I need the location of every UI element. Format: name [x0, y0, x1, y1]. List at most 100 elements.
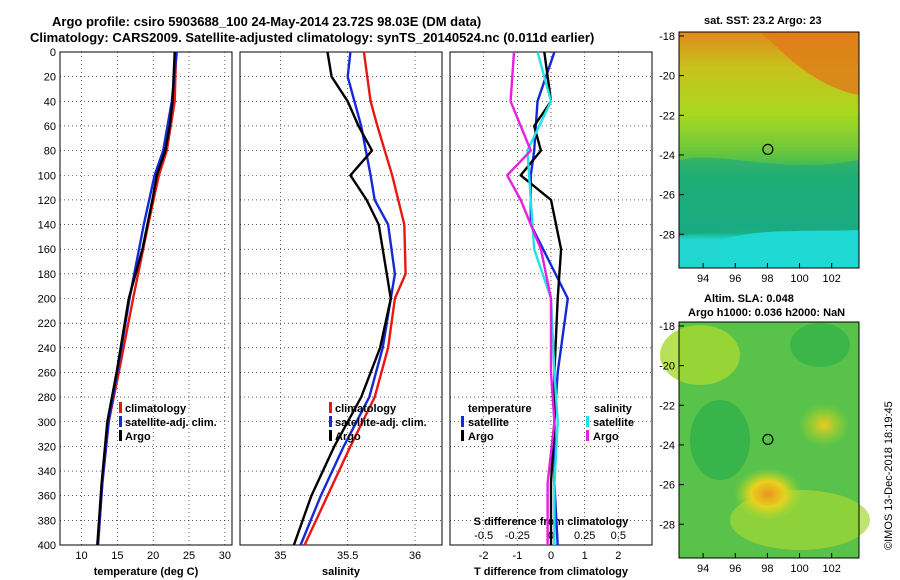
series-line-climatology [303, 51, 407, 546]
sla-anomaly-orange-sw [734, 468, 802, 520]
map-y-tick-label: -22 [659, 110, 675, 122]
map-frame [678, 31, 860, 269]
x-tick-label: -2 [479, 550, 489, 562]
difference-panel: -2 -1 0 1 2-0.5 -0.25 0 0.25 0.5S difference fro… [449, 51, 653, 578]
map-y-tick-label: -22 [659, 400, 675, 412]
map-y-tick-label: -18 [659, 31, 675, 43]
y-tick-label: 400 [38, 540, 56, 552]
map-y-tick-label: -28 [659, 519, 675, 531]
map-x-tick-label: 94 [697, 273, 709, 285]
y-tick-label: 0 [50, 47, 56, 59]
y-tick-label: 380 [38, 515, 56, 527]
x-tick-label: 36 [409, 550, 421, 562]
x-tick-label: 2 [615, 550, 621, 562]
legend-swatch-temp-argo [461, 430, 464, 441]
y-tick-label: 200 [38, 294, 56, 306]
legend-label-sal-satellite: satellite [593, 417, 634, 429]
argo-location-marker [762, 433, 774, 446]
sla-anomaly-yellow-e [798, 403, 850, 447]
x-tick-label: 15 [111, 550, 123, 562]
legend-swatch-satellite [119, 416, 122, 427]
series-line-temperature-satellite [529, 51, 569, 546]
y-tick-label: 80 [44, 146, 56, 158]
series-line-satellite-adj-clim- [299, 51, 397, 546]
s-diff-tick-label: -0.25 [505, 530, 530, 542]
legend-label-climatology: climatology [125, 403, 187, 415]
series-line-argo [96, 51, 176, 546]
map-x-tick-label: 100 [790, 273, 808, 285]
y-tick-label: 220 [38, 318, 56, 330]
x-tick-label: 1 [582, 550, 588, 562]
map-y-tick-label: -20 [659, 361, 675, 373]
legend-swatch-argo [329, 430, 332, 441]
legend-title-temperature: temperature [468, 403, 532, 415]
legend-swatch-sal-satellite [586, 416, 589, 427]
x-tick-label: 25 [183, 550, 195, 562]
y-tick-label: 300 [38, 417, 56, 429]
temperature-panel: 0 20 40 60 80 100 120 140 160 180 200 220 240 260 280 3… [38, 47, 233, 578]
plot-frame [59, 51, 233, 546]
legend-label-temp-argo: Argo [468, 431, 494, 443]
sla-map-subtitle: Argo h1000: 0.036 h2000: NaN [688, 307, 845, 319]
legend-label-argo: Argo [125, 431, 151, 443]
legend-title-salinity: salinity [594, 403, 633, 415]
map-x-tick-label: 94 [697, 563, 709, 575]
credit-text: ©IMOS 13-Dec-2018 18:19:45 [883, 401, 895, 550]
map-frame [678, 321, 860, 559]
y-tick-label: 260 [38, 367, 56, 379]
y-tick-label: 160 [38, 244, 56, 256]
sla-map: 94 96 98 100 102 -18 -20 -22 -24 -26 -28 [659, 321, 870, 575]
y-tick-label: 240 [38, 343, 56, 355]
legend-swatch-sal-argo [586, 430, 589, 441]
map-y-tick-label: -24 [659, 150, 675, 162]
y-tick-label: 60 [44, 121, 56, 133]
y-tick-label: 120 [38, 195, 56, 207]
salinity-panel: 35 35.5 36 salinity [239, 51, 443, 578]
map-x-tick-label: 96 [729, 563, 741, 575]
map-y-tick-label: -24 [659, 440, 675, 452]
map-x-tick-label: 96 [729, 273, 741, 285]
x-tick-label: 0 [548, 550, 554, 562]
legend-label-satellite: satellite-adj. clim. [125, 417, 217, 429]
map-y-tick-label: -26 [659, 480, 675, 492]
x-axis-label: temperature (deg C) [94, 566, 199, 578]
s-diff-tick-label: 0.5 [611, 530, 626, 542]
legend-swatch-satellite [329, 416, 332, 427]
sla-anomaly-green-w [690, 400, 750, 480]
legend-label-sal-argo: Argo [593, 431, 619, 443]
sst-warm-patch [760, 32, 859, 95]
x-tick-label: 10 [75, 550, 87, 562]
y-tick-label: 100 [38, 170, 56, 182]
y-tick-label: 20 [44, 72, 56, 84]
series-line-salinity-argo [506, 51, 556, 545]
y-tick-label: 340 [38, 466, 56, 478]
y-tick-label: 280 [38, 392, 56, 404]
x-tick-label: 35.5 [337, 550, 358, 562]
difference-legend-temperature: temperature satellite Argo [461, 403, 532, 443]
sst-map-title: sat. SST: 23.2 Argo: 23 [704, 15, 822, 27]
argo-location-marker [762, 143, 774, 156]
y-tick-label: 360 [38, 491, 56, 503]
figure-title-line2: Climatology: CARS2009. Satellite-adjuste… [30, 30, 594, 45]
difference-legend-salinity: salinity satellite Argo [586, 403, 634, 443]
s-diff-tick-label: -0.5 [474, 530, 493, 542]
x-tick-label: 20 [147, 550, 159, 562]
s-diff-tick-label: 0.25 [574, 530, 595, 542]
legend-label-satellite: satellite-adj. clim. [335, 417, 427, 429]
map-y-tick-label: -18 [659, 321, 675, 333]
x-tick-label: 30 [219, 550, 231, 562]
y-tick-label: 320 [38, 441, 56, 453]
y-tick-label: 180 [38, 269, 56, 281]
series-line-argo [292, 51, 392, 546]
sla-map-title: Altim. SLA: 0.048 [704, 293, 794, 305]
x-tick-label: 35 [274, 550, 286, 562]
sst-cyan-patch [720, 230, 859, 268]
sla-anomaly-yellow-ne [660, 325, 740, 385]
legend-swatch-climatology [329, 402, 332, 413]
x-tick-label: -1 [512, 550, 522, 562]
series-line-salinity-satellite [526, 51, 559, 545]
map-x-tick-label: 98 [761, 273, 773, 285]
map-y-tick-label: -28 [659, 229, 675, 241]
map-y-tick-label: -26 [659, 190, 675, 202]
legend-label-argo: Argo [335, 431, 361, 443]
